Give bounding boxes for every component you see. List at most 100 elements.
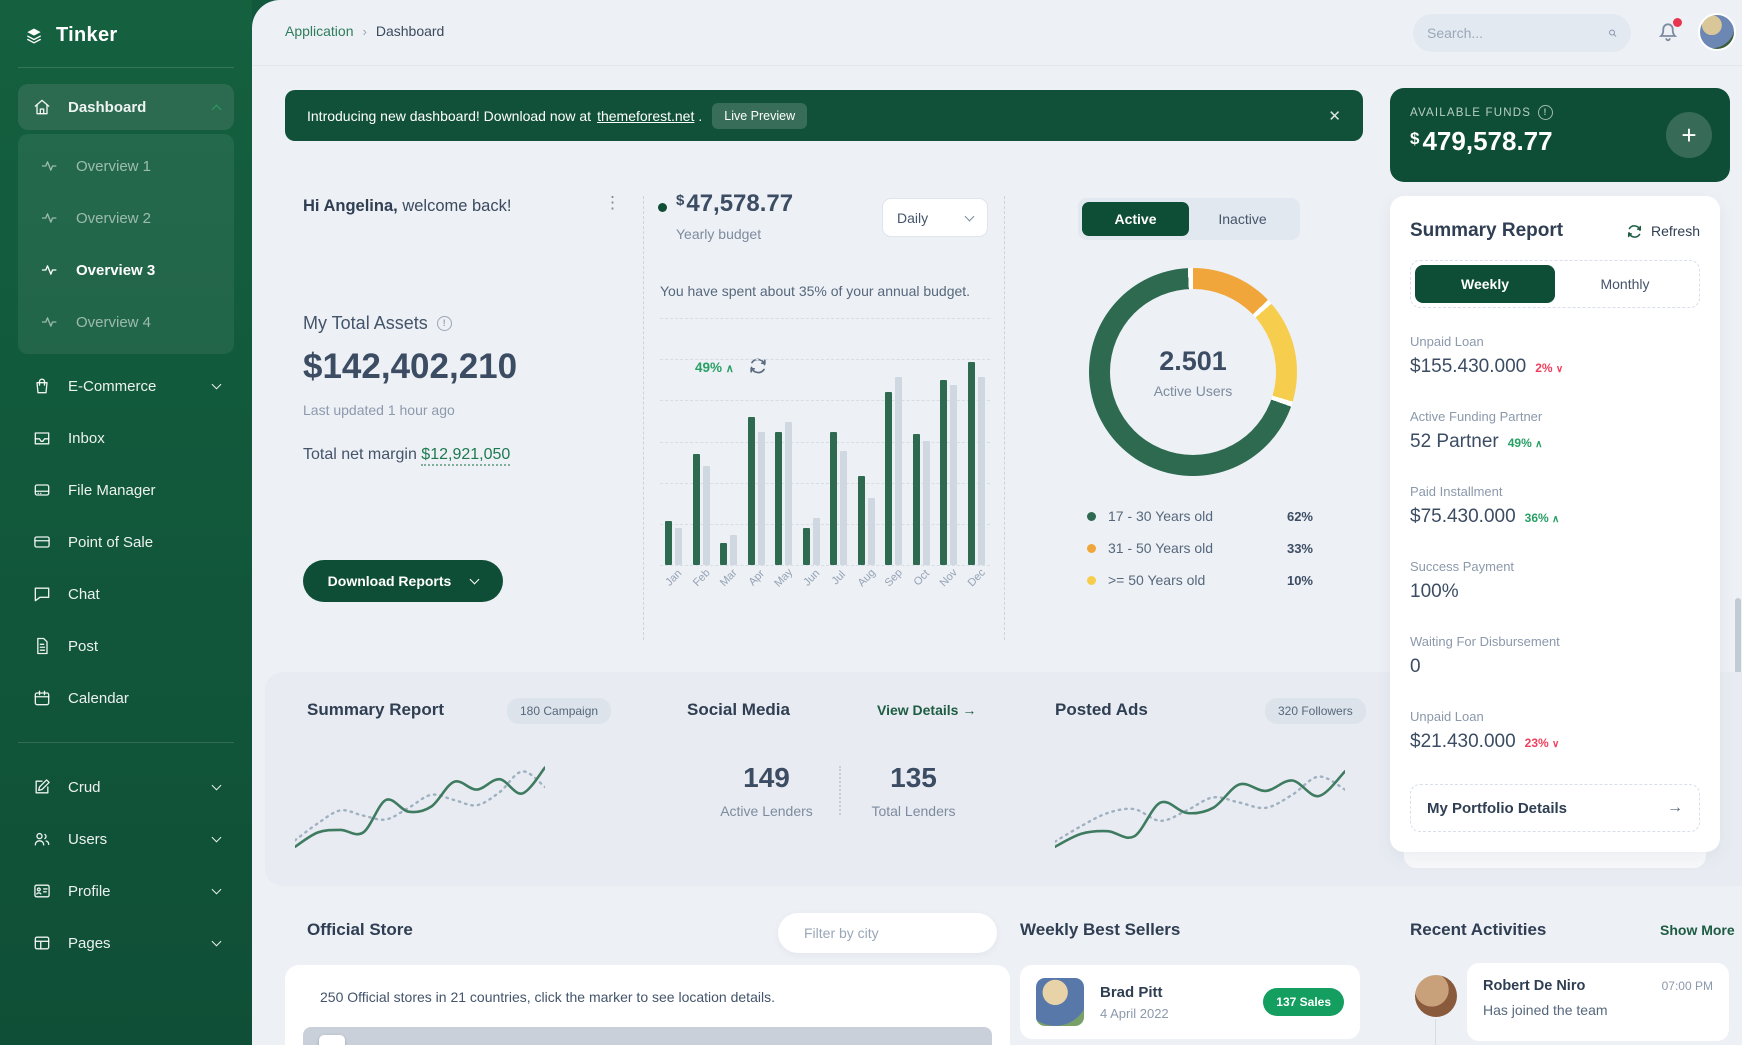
toggle-active[interactable]: Active	[1082, 202, 1189, 236]
bar-budget	[702, 466, 710, 565]
funds-info-icon[interactable]: !	[1538, 105, 1554, 120]
map-zoom-button[interactable]	[319, 1035, 345, 1045]
month-label: Jun	[800, 567, 822, 589]
month-label: Aug	[855, 566, 878, 590]
total-assets-amount: $142,402,210	[303, 347, 518, 386]
chevron-down-icon	[211, 832, 222, 843]
posted-ads-title: Posted Ads	[1055, 700, 1148, 719]
view-details-link[interactable]: View Details →	[877, 702, 977, 718]
summary-item: Paid Installment $75.430.000 36% ∧	[1410, 484, 1700, 528]
legend-value: 10%	[1286, 572, 1313, 588]
store-description: 250 Official stores in 21 countries, cli…	[320, 989, 775, 1005]
month-label: Nov	[937, 566, 960, 590]
sidebar-item-chat[interactable]: Chat	[18, 572, 234, 616]
summary-report-panel: Summary Report Refresh Weekly Monthly Un…	[1390, 196, 1720, 852]
sidebar-item-e-commerce[interactable]: E-Commerce	[18, 364, 234, 408]
pulse-icon	[40, 260, 60, 280]
chevron-down-icon	[211, 780, 222, 791]
breadcrumb-application[interactable]: Application	[285, 23, 354, 39]
item-label: Active Funding Partner	[1410, 409, 1543, 424]
users-icon	[32, 829, 52, 849]
bar-budget	[840, 451, 848, 565]
sidebar-item-file-manager[interactable]: File Manager	[18, 468, 234, 512]
available-funds-label: AVAILABLE FUNDS	[1410, 106, 1532, 119]
item-label: Unpaid Loan	[1410, 334, 1484, 349]
bar-spent	[665, 521, 673, 565]
activity-text: Has joined the team	[1483, 1002, 1608, 1018]
sidebar-item-overview-2[interactable]: Overview 2	[18, 192, 234, 244]
add-funds-button[interactable]: +	[1666, 112, 1712, 158]
sidebar-item-users[interactable]: Users	[18, 817, 234, 861]
gridline	[660, 441, 990, 443]
budget-note: You have spent about 35% of your annual …	[660, 283, 971, 299]
sidebar-item-crud[interactable]: Crud	[18, 765, 234, 809]
bar-budget	[757, 432, 765, 565]
tab-weekly[interactable]: Weekly	[1415, 265, 1555, 303]
gridline	[660, 565, 990, 566]
followers-badge: 320 Followers	[1265, 698, 1366, 724]
sidebar-item-post[interactable]: Post	[18, 624, 234, 668]
banner-close-icon[interactable]: ✕	[1328, 107, 1341, 125]
sidebar-item-overview-1[interactable]: Overview 1	[18, 140, 234, 192]
toggle-inactive[interactable]: Inactive	[1218, 211, 1267, 227]
search-icon[interactable]	[1608, 24, 1617, 42]
search-box	[1413, 14, 1631, 52]
item-value: $155.430.000 2% ∨	[1410, 356, 1564, 377]
line-series-current	[295, 768, 545, 847]
store-map[interactable]	[303, 1027, 992, 1045]
total-assets-title: My Total Assets	[303, 313, 428, 333]
bar-spent	[775, 432, 783, 565]
chevron-down-icon	[211, 379, 222, 390]
tab-monthly[interactable]: Monthly	[1600, 276, 1650, 292]
bar-spent	[857, 476, 865, 565]
summary-items: Unpaid Loan $155.430.000 2% ∨ Active Fundin…	[1410, 334, 1700, 753]
active-lenders-value: 149	[743, 762, 790, 793]
idcard-icon	[32, 881, 52, 901]
social-media-title: Social Media	[687, 700, 790, 719]
sidebar-item-overview-4[interactable]: Overview 4	[18, 296, 234, 348]
available-funds-card: AVAILABLE FUNDS ! $479,578.77 +	[1390, 88, 1730, 182]
download-reports-button[interactable]: Download Reports	[303, 560, 503, 602]
donut-legend: 17 - 30 Years old 62% 31 - 50 Years old …	[1087, 500, 1313, 596]
sidebar-item-calendar[interactable]: Calendar	[18, 676, 234, 720]
sidebar-item-overview-3[interactable]: Overview 3	[18, 244, 234, 296]
welcome-menu-icon[interactable]: ⋮	[604, 193, 621, 212]
best-seller-list-item[interactable]: Brad Pitt 4 April 2022 137 Sales	[1020, 965, 1360, 1039]
item-change: 49% ∧	[1507, 436, 1543, 450]
month-label: Apr	[745, 567, 767, 589]
filter-by-city-input[interactable]	[804, 925, 985, 941]
sidebar-item-profile[interactable]: Profile	[18, 869, 234, 913]
bar-spent	[747, 417, 755, 565]
portfolio-details-button[interactable]: My Portfolio Details →	[1410, 784, 1700, 832]
topbar: Application › Dashboard	[252, 0, 1742, 66]
arrow-right-icon: →	[962, 702, 977, 718]
assets-info-icon[interactable]: !	[436, 316, 452, 331]
user-avatar[interactable]	[1698, 13, 1736, 51]
refresh-button[interactable]: Refresh	[1626, 223, 1700, 240]
activity-list-item[interactable]: Robert De Niro 07:00 PM Has joined the t…	[1467, 963, 1729, 1041]
banner-after-link: .	[698, 107, 703, 124]
activity-timeline	[1435, 1019, 1436, 1045]
legend-label: >= 50 Years old	[1108, 572, 1206, 588]
welcome-message: Hi Angelina, welcome back!	[303, 197, 511, 216]
sidebar-item-pages[interactable]: Pages	[18, 921, 234, 965]
item-value: 52 Partner 49% ∧	[1410, 431, 1543, 452]
donut-center: 2.501 Active Users	[1089, 268, 1297, 476]
sidebar-item-point-of-sale[interactable]: Point of Sale	[18, 520, 234, 564]
bar-spent	[830, 432, 838, 565]
bar-spent	[940, 380, 948, 565]
live-preview-button[interactable]: Live Preview	[712, 102, 808, 129]
welcome-rest: welcome back!	[397, 197, 512, 215]
net-margin-value[interactable]: $12,921,050	[421, 446, 511, 466]
sidebar-item-inbox[interactable]: Inbox	[18, 416, 234, 460]
chat-icon	[32, 584, 52, 604]
banner-link[interactable]: themeforest.net	[597, 107, 695, 124]
notifications-bell-icon[interactable]	[1656, 18, 1682, 46]
sidebar-item-dashboard[interactable]: Dashboard	[18, 84, 234, 130]
search-input[interactable]	[1427, 25, 1608, 41]
show-more-link[interactable]: Show More	[1660, 922, 1735, 938]
budget-range-select[interactable]: Daily	[882, 198, 988, 237]
available-funds-label-row: AVAILABLE FUNDS !	[1410, 105, 1710, 120]
layout-icon	[32, 933, 52, 953]
home-icon	[32, 97, 52, 117]
